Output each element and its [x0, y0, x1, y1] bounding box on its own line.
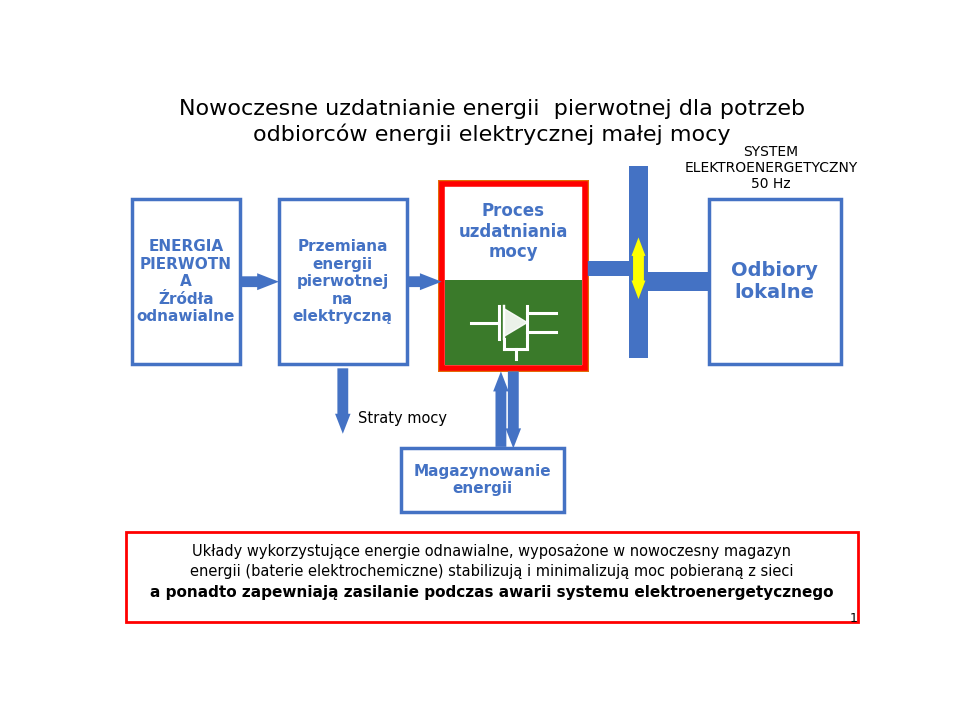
Polygon shape — [493, 372, 509, 447]
Bar — [648, 273, 709, 291]
Polygon shape — [240, 273, 278, 290]
Text: ENERGIA
PIERWOTN
A
Źródła
odnawialne: ENERGIA PIERWOTN A Źródła odnawialne — [136, 239, 235, 324]
Bar — [401, 448, 564, 512]
Polygon shape — [506, 372, 521, 448]
Text: Przemiana
energii
pierwotnej
na
elektryczną: Przemiana energii pierwotnej na elektryc… — [293, 239, 393, 324]
Bar — [444, 280, 582, 365]
Bar — [709, 199, 841, 365]
Polygon shape — [632, 237, 645, 299]
Bar — [442, 183, 585, 368]
Text: Proces
uzdatniania
mocy: Proces uzdatniania mocy — [459, 202, 568, 261]
Polygon shape — [648, 273, 710, 291]
Text: odbiorców energii elektrycznej małej mocy: odbiorców energii elektrycznej małej moc… — [253, 123, 731, 145]
Text: Magazynowanie
energii: Magazynowanie energii — [414, 464, 551, 496]
Polygon shape — [335, 368, 350, 434]
Text: 1: 1 — [850, 612, 858, 625]
Bar — [629, 166, 648, 358]
Text: Straty mocy: Straty mocy — [358, 411, 447, 426]
Bar — [132, 199, 240, 365]
Text: energii (baterie elektrochemiczne) stabilizują i minimalizują moc pobieraną z si: energii (baterie elektrochemiczne) stabi… — [190, 564, 794, 579]
Text: a ponadto zapewniają zasilanie podczas awarii systemu elektroenergetycznego: a ponadto zapewniają zasilanie podczas a… — [151, 586, 833, 600]
Text: Układy wykorzystujące energie odnawialne, wyposażone w nowoczesny magazyn: Układy wykorzystujące energie odnawialne… — [193, 544, 791, 559]
Text: Nowoczesne uzdatnianie energii  pierwotnej dla potrzeb: Nowoczesne uzdatnianie energii pierwotne… — [179, 99, 805, 119]
Text: SYSTEM
ELEKTROENERGETYCZNY
50 Hz: SYSTEM ELEKTROENERGETYCZNY 50 Hz — [684, 145, 857, 191]
Bar — [438, 180, 588, 372]
Bar — [278, 199, 407, 365]
Text: Odbiory
lokalne: Odbiory lokalne — [732, 261, 818, 302]
Polygon shape — [504, 309, 527, 336]
Bar — [126, 532, 858, 622]
Polygon shape — [407, 273, 442, 290]
Bar — [585, 261, 629, 276]
